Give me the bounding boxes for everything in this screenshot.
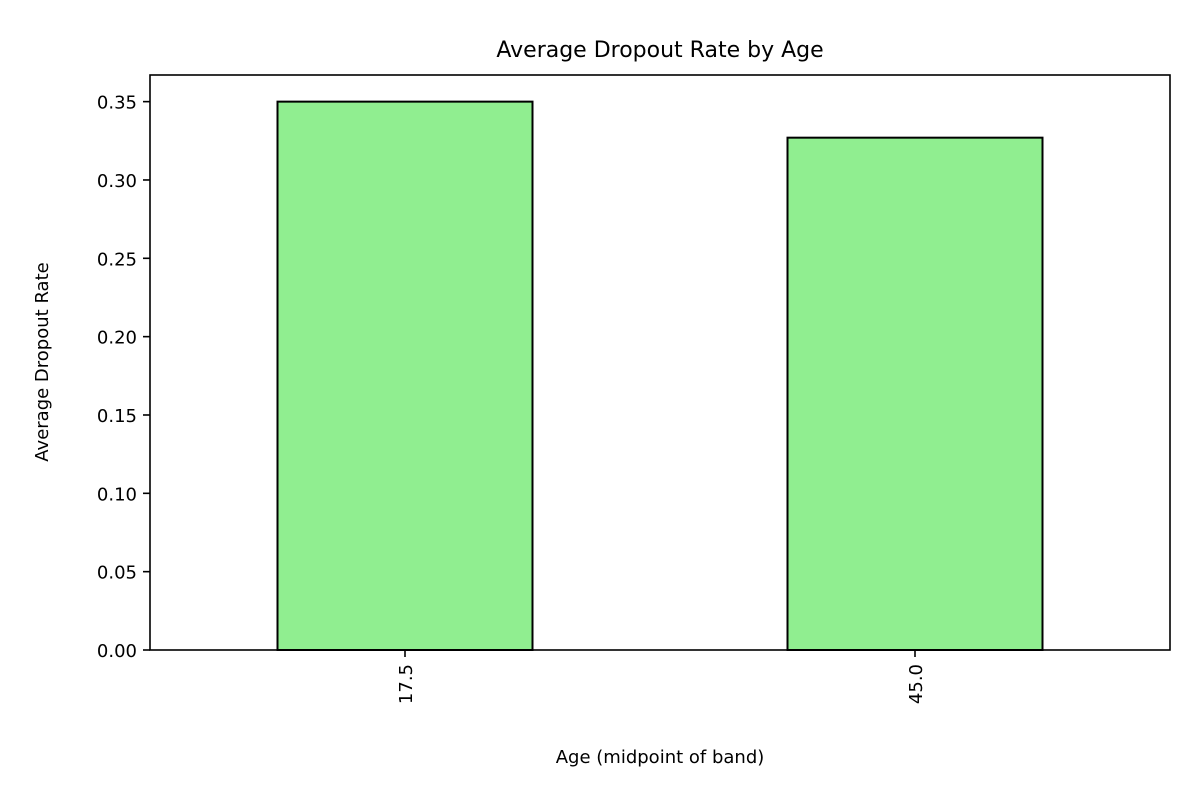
plot-frame [149, 74, 1171, 651]
bar-17.5 [276, 100, 534, 651]
y-tick-label: 0.25 [97, 249, 137, 270]
x-tick-label: 45.0 [906, 664, 927, 704]
y-tick-label: 0.10 [97, 484, 137, 505]
y-axis-label: Average Dropout Rate [32, 262, 53, 461]
bars [276, 100, 1044, 652]
y-tick-label: 0.00 [97, 641, 137, 662]
y-tick-label: 0.35 [97, 93, 137, 114]
y-tick-label: 0.05 [97, 563, 137, 584]
chart-title: Average Dropout Rate by Age [496, 38, 823, 63]
y-tick-label: 0.30 [97, 171, 137, 192]
x-axis-label: Age (midpoint of band) [556, 747, 765, 768]
x-tick-label: 17.5 [396, 664, 417, 704]
y-tick-label: 0.20 [97, 328, 137, 349]
bar-45.0 [786, 136, 1044, 652]
x-axis: 17.5 45.0 [396, 650, 927, 704]
y-axis: 0.00 0.05 0.10 0.15 0.20 0.25 0.30 0.35 [97, 93, 150, 662]
y-tick-label: 0.15 [97, 406, 137, 427]
